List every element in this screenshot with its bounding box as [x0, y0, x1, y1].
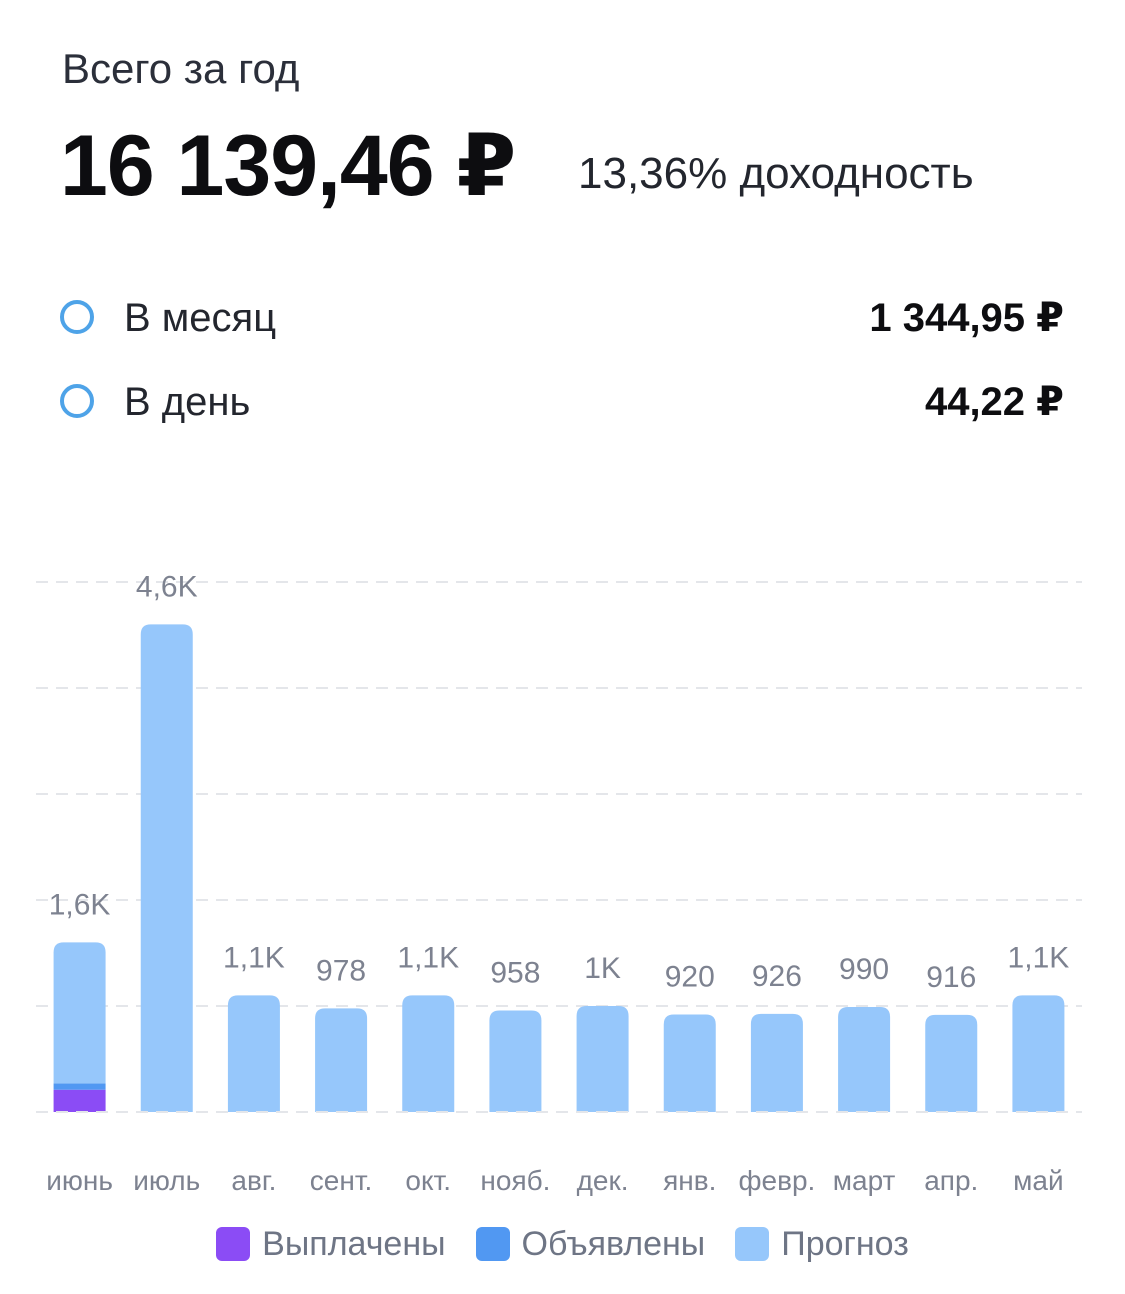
radio-circle-icon[interactable] [60, 384, 94, 418]
bar-group[interactable] [838, 1007, 891, 1112]
legend-label-paid: Выплачены [262, 1225, 446, 1263]
x-tick-label: окт. [405, 1165, 451, 1196]
x-tick-label: нояб. [480, 1165, 550, 1196]
legend-swatch-forecast [735, 1227, 770, 1261]
bar-group[interactable] [315, 1008, 368, 1112]
bar-group[interactable] [576, 1006, 629, 1112]
bar-forecast[interactable] [838, 1007, 891, 1112]
bar-forecast[interactable] [489, 1010, 542, 1112]
page-title: Всего за год [62, 45, 300, 92]
bar-group[interactable] [1012, 995, 1065, 1112]
bar-forecast[interactable] [1012, 995, 1065, 1112]
bar-group[interactable] [140, 624, 193, 1112]
bar-group[interactable] [663, 1014, 716, 1112]
bar-paid[interactable] [53, 1089, 106, 1112]
bar-value-label: 1K [584, 952, 621, 985]
stat-row-month[interactable]: В месяц 1 344,95 ₽ [60, 296, 1064, 346]
bar-value-label: 920 [665, 960, 715, 993]
bar-announced[interactable] [53, 1083, 106, 1090]
bar-forecast[interactable] [53, 942, 106, 1084]
bar-forecast[interactable] [750, 1013, 803, 1112]
x-tick-label: авг. [231, 1165, 276, 1196]
bar-value-label: 978 [316, 954, 366, 987]
legend-swatch-announced [475, 1227, 510, 1261]
x-tick-label: июль [133, 1165, 200, 1196]
x-tick-label: март [833, 1165, 896, 1196]
stat-label-month: В месяц [124, 296, 277, 340]
bar-value-label: 990 [839, 953, 889, 986]
x-tick-label: дек. [577, 1165, 629, 1196]
stat-value-day: 44,22 ₽ [924, 380, 1064, 424]
bar-group[interactable] [402, 995, 455, 1112]
x-tick-label: май [1013, 1165, 1063, 1196]
bar-group[interactable] [925, 1014, 978, 1112]
bar-value-label: 926 [752, 960, 802, 993]
legend-item-paid[interactable]: Выплачены [216, 1224, 446, 1264]
bar-value-label: 1,6K [49, 888, 111, 921]
bar-group[interactable] [227, 995, 280, 1112]
legend-label-announced: Объявлены [521, 1225, 706, 1263]
bar-forecast[interactable] [925, 1014, 978, 1112]
stat-row-day[interactable]: В день 44,22 ₽ [60, 380, 1064, 430]
legend-label-forecast: Прогноз [781, 1225, 909, 1263]
x-tick-label: янв. [663, 1165, 716, 1196]
annual-total: 16 139,46 ₽ [60, 118, 516, 214]
bar-value-label: 1,1K [397, 941, 459, 974]
bar-value-label: 958 [490, 956, 540, 989]
bar-group[interactable] [750, 1013, 803, 1112]
x-tick-label: февр. [738, 1165, 815, 1196]
bar-group[interactable] [53, 942, 106, 1112]
bar-value-label: 916 [926, 961, 976, 994]
legend-item-announced[interactable]: Объявлены [475, 1224, 706, 1264]
legend-swatch-paid [216, 1227, 251, 1261]
radio-circle-icon[interactable] [60, 300, 94, 334]
legend-item-forecast[interactable]: Прогноз [735, 1224, 909, 1264]
bar-forecast[interactable] [576, 1006, 629, 1112]
stat-label-day: В день [124, 380, 251, 424]
bar-value-label: 1,1K [1008, 941, 1070, 974]
yield-text: 13,36% доходность [578, 149, 974, 198]
x-tick-label: сент. [310, 1165, 373, 1196]
x-tick-label: июнь [46, 1165, 113, 1196]
bar-forecast[interactable] [140, 624, 193, 1112]
stat-value-month: 1 344,95 ₽ [869, 296, 1064, 340]
bar-forecast[interactable] [663, 1014, 716, 1112]
bar-forecast[interactable] [402, 995, 455, 1112]
dividends-bar-chart: 1,6K июнь 4,6K июль 1,1K авг. 978 сент. 1,1K окт.… [36, 570, 1082, 1196]
chart-legend: Выплачены Объявлены Прогноз [0, 1222, 1125, 1266]
bar-value-label: 1,1K [223, 941, 285, 974]
bar-group[interactable] [489, 1010, 542, 1112]
bar-forecast[interactable] [315, 1008, 368, 1112]
bar-value-label: 4,6K [136, 570, 198, 603]
bar-forecast[interactable] [227, 995, 280, 1112]
x-tick-label: апр. [924, 1165, 978, 1196]
